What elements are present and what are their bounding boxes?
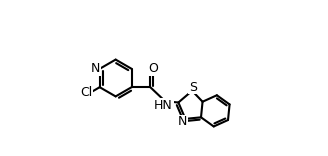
Text: O: O [148, 62, 158, 75]
Text: S: S [189, 81, 197, 94]
Text: Cl: Cl [81, 86, 93, 99]
Text: HN: HN [154, 99, 173, 112]
Text: N: N [178, 115, 187, 129]
Text: N: N [91, 62, 100, 75]
